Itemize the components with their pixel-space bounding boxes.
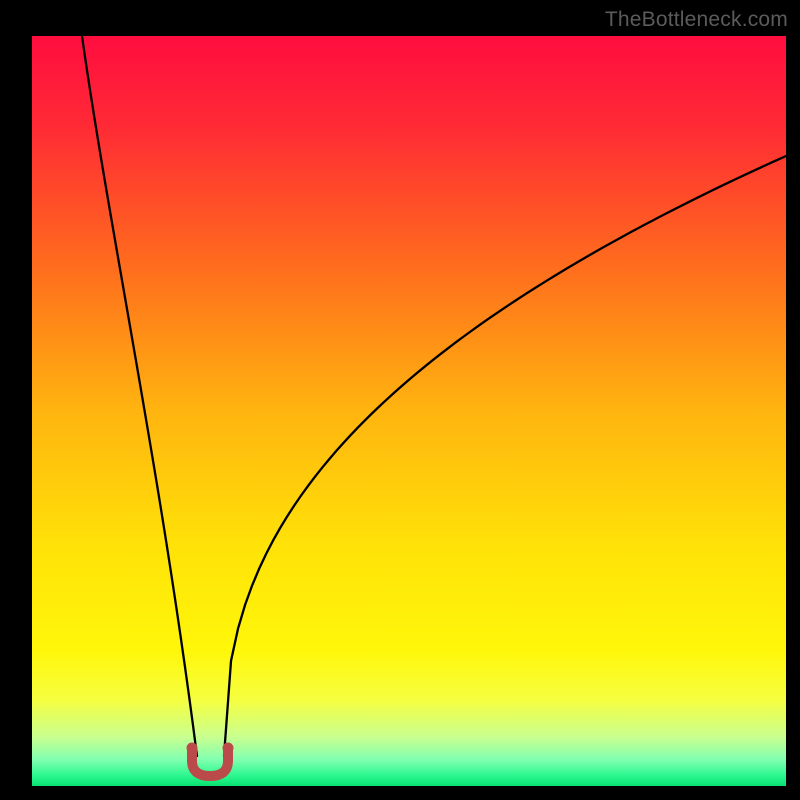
plot-area (32, 36, 786, 786)
marker-u-dot-right (223, 743, 234, 754)
marker-u (187, 743, 234, 777)
marker-u-dot-left (187, 743, 198, 754)
watermark-text: TheBottleneck.com (605, 8, 788, 32)
chart-container: TheBottleneck.com (0, 0, 800, 800)
bottleneck-curve (82, 36, 786, 756)
curve-layer (32, 36, 786, 786)
